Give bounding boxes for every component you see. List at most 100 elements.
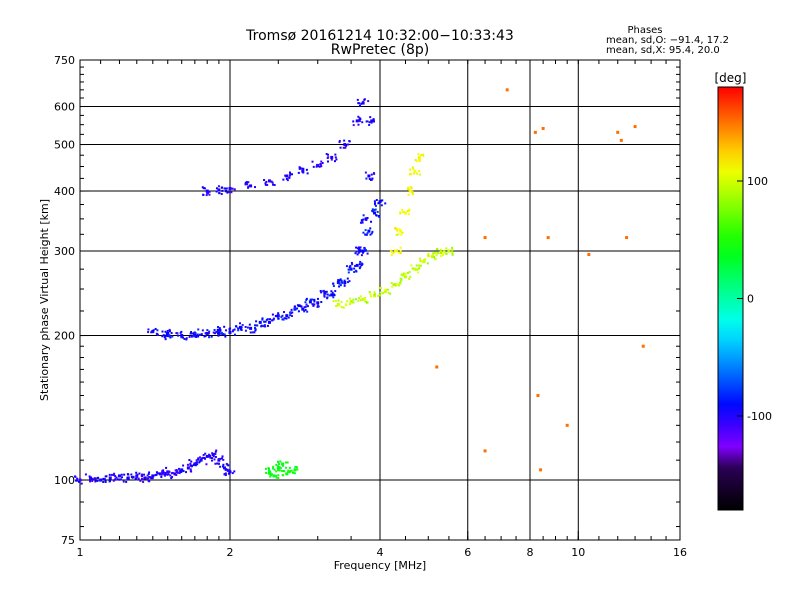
data-point bbox=[282, 474, 285, 477]
data-point bbox=[362, 231, 365, 234]
data-point bbox=[541, 126, 545, 130]
data-point bbox=[290, 314, 293, 317]
data-point bbox=[390, 250, 393, 253]
data-point bbox=[178, 467, 181, 470]
data-point bbox=[196, 463, 199, 466]
data-point bbox=[201, 329, 204, 332]
data-point bbox=[170, 331, 173, 334]
data-point bbox=[364, 217, 368, 221]
data-point bbox=[187, 467, 190, 470]
data-point bbox=[415, 264, 418, 267]
data-point bbox=[323, 290, 326, 293]
data-point bbox=[255, 320, 258, 323]
data-point bbox=[332, 282, 335, 285]
data-point bbox=[286, 179, 289, 182]
data-point bbox=[224, 189, 227, 192]
data-point bbox=[416, 172, 419, 175]
data-point bbox=[297, 171, 300, 174]
data-point bbox=[142, 480, 145, 483]
data-point bbox=[165, 332, 168, 335]
data-point bbox=[368, 290, 371, 293]
data-point bbox=[182, 464, 185, 467]
data-point bbox=[298, 166, 301, 169]
data-point bbox=[90, 477, 93, 480]
data-point bbox=[264, 320, 267, 323]
data-point bbox=[173, 472, 177, 476]
data-point bbox=[190, 335, 193, 338]
y-tick-label: 400 bbox=[54, 185, 75, 198]
data-point bbox=[423, 259, 426, 262]
data-point bbox=[208, 336, 211, 339]
data-point bbox=[294, 468, 297, 471]
data-point bbox=[94, 480, 97, 483]
data-point bbox=[198, 461, 201, 464]
data-point bbox=[301, 307, 305, 311]
data-point bbox=[180, 330, 183, 333]
data-point bbox=[202, 193, 205, 196]
data-point bbox=[264, 182, 267, 185]
data-point bbox=[288, 176, 291, 179]
data-point bbox=[345, 265, 348, 268]
data-point bbox=[220, 331, 223, 334]
data-point bbox=[275, 470, 278, 473]
data-point bbox=[125, 480, 128, 483]
data-point bbox=[264, 325, 267, 328]
data-point bbox=[421, 260, 424, 263]
data-point bbox=[419, 264, 422, 267]
data-point bbox=[294, 465, 297, 468]
data-point bbox=[203, 456, 206, 459]
data-point bbox=[233, 333, 236, 336]
data-point bbox=[347, 268, 350, 271]
data-point bbox=[331, 291, 334, 294]
data-point bbox=[189, 462, 192, 465]
data-point bbox=[347, 143, 350, 146]
data-point bbox=[326, 293, 329, 296]
data-point bbox=[367, 100, 370, 103]
data-point bbox=[361, 297, 365, 301]
data-point bbox=[204, 452, 207, 455]
data-point bbox=[152, 329, 155, 332]
data-point bbox=[78, 480, 81, 483]
data-point bbox=[180, 470, 183, 473]
data-point bbox=[413, 169, 417, 173]
data-point bbox=[150, 331, 153, 334]
data-point bbox=[419, 260, 422, 263]
data-point bbox=[396, 227, 399, 230]
data-point bbox=[164, 473, 167, 476]
data-point bbox=[273, 184, 276, 187]
data-point bbox=[207, 453, 210, 456]
data-point bbox=[141, 473, 144, 476]
data-point bbox=[166, 329, 169, 332]
data-point bbox=[212, 455, 215, 458]
data-point bbox=[222, 458, 225, 461]
data-point bbox=[118, 478, 121, 481]
data-point bbox=[285, 314, 289, 318]
data-point bbox=[160, 473, 163, 476]
data-point bbox=[305, 297, 308, 300]
data-point bbox=[311, 298, 314, 301]
data-point bbox=[213, 332, 216, 335]
data-point bbox=[171, 471, 174, 474]
data-point bbox=[212, 331, 215, 334]
data-point bbox=[74, 475, 77, 478]
data-point bbox=[228, 186, 232, 190]
data-point bbox=[198, 456, 201, 459]
data-point bbox=[352, 301, 355, 304]
data-point bbox=[269, 474, 272, 477]
data-point bbox=[147, 331, 150, 334]
data-point bbox=[369, 233, 372, 236]
data-point bbox=[270, 473, 273, 476]
data-point bbox=[445, 247, 448, 250]
data-point bbox=[162, 471, 165, 474]
data-point bbox=[330, 290, 333, 293]
data-point bbox=[217, 188, 220, 191]
data-point bbox=[205, 194, 208, 197]
data-point bbox=[276, 315, 279, 318]
data-point bbox=[417, 268, 420, 271]
data-point bbox=[287, 469, 290, 472]
data-point bbox=[377, 295, 380, 298]
data-point bbox=[371, 208, 374, 211]
data-point bbox=[343, 143, 347, 147]
data-point bbox=[399, 229, 403, 233]
data-point bbox=[220, 192, 223, 195]
